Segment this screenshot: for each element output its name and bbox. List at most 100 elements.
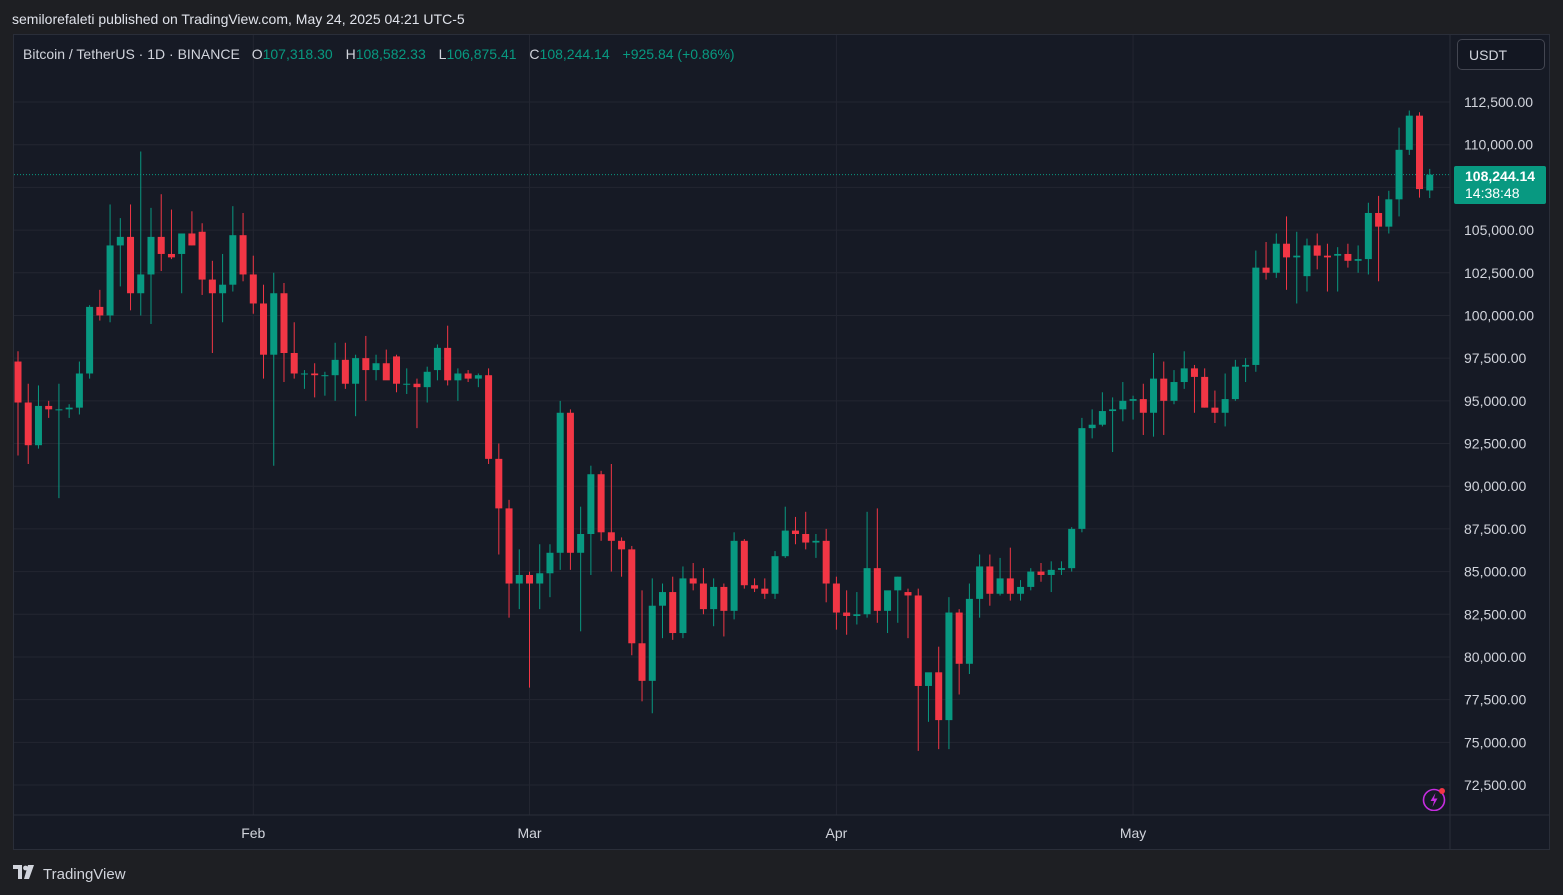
candle-body: [208, 279, 216, 294]
candle-body: [771, 556, 779, 594]
symbol-title[interactable]: Bitcoin / TetherUS · 1D · BINANCE: [23, 46, 240, 62]
published-info: semilorefaleti published on TradingView.…: [12, 11, 465, 27]
candle-body: [884, 590, 892, 611]
candle-body: [1364, 212, 1372, 260]
tradingview-footer: TradingView: [13, 863, 126, 885]
candle-body: [996, 578, 1004, 594]
candle-body: [1354, 259, 1362, 261]
low-value: 106,875.41: [446, 46, 517, 62]
candle-body: [699, 583, 707, 610]
candle-body: [1047, 569, 1055, 575]
y-tick-label: 92,500.00: [1464, 436, 1526, 452]
x-tick-label: Feb: [241, 825, 265, 841]
last-price-value: 108,244.14: [1465, 168, 1536, 184]
candle-body: [751, 585, 759, 589]
candle-body: [1323, 255, 1331, 258]
candle-body: [986, 566, 994, 594]
candle-body: [935, 672, 943, 721]
candle-body: [658, 592, 666, 606]
y-tick-label: 85,000.00: [1464, 564, 1526, 580]
candle-body: [270, 293, 278, 355]
candle-body: [485, 375, 493, 459]
candle-body: [1313, 245, 1321, 256]
open-label: O: [251, 46, 263, 62]
candle-body: [14, 361, 22, 403]
y-tick-label: 82,500.00: [1464, 606, 1526, 622]
candle-body: [740, 540, 748, 586]
candle-body: [1068, 528, 1076, 569]
lightning-bolt-icon[interactable]: [1422, 787, 1446, 812]
candle-body: [1252, 267, 1260, 365]
candle-body: [24, 402, 32, 446]
candle-body: [1037, 571, 1045, 575]
y-tick-label: 100,000.00: [1464, 307, 1534, 323]
candle-body: [791, 530, 799, 534]
candle-body: [198, 231, 206, 280]
y-tick-label: 87,500.00: [1464, 521, 1526, 537]
candle-body: [1231, 366, 1239, 400]
tradingview-logo-icon: [13, 865, 37, 883]
candle-body: [843, 612, 851, 616]
candle-body: [802, 533, 810, 543]
candle-body: [413, 383, 421, 388]
candle-body: [628, 549, 636, 644]
currency-button[interactable]: USDT: [1457, 39, 1545, 70]
candle-body: [526, 574, 533, 584]
candle-body: [566, 412, 574, 553]
candle-body: [147, 236, 155, 275]
candle-body: [96, 306, 104, 316]
candle-body: [1262, 267, 1270, 273]
candle-body: [352, 358, 360, 384]
candle-body: [1078, 428, 1086, 529]
candle-body: [372, 363, 380, 371]
candle-body: [331, 359, 339, 376]
candle-body: [761, 588, 769, 594]
candle-body: [403, 383, 411, 385]
candle-body: [167, 253, 175, 258]
candle-body: [260, 303, 268, 355]
close-label: C: [529, 46, 540, 62]
candle-body: [1426, 174, 1434, 191]
candle-body: [1006, 578, 1014, 594]
candle-body: [904, 592, 912, 596]
candle-body: [1129, 399, 1137, 401]
candle-body: [914, 595, 922, 686]
candle-body: [249, 274, 257, 304]
candle-body: [1242, 364, 1250, 367]
footer-brand: TradingView: [43, 865, 126, 883]
last-price-tag: 108,244.14 14:38:48: [1454, 166, 1546, 204]
publish-header: semilorefaleti published on TradingView.…: [0, 0, 1563, 34]
candle-body: [65, 407, 73, 410]
y-tick-label: 95,000.00: [1464, 393, 1526, 409]
candle-body: [300, 373, 308, 375]
ohlc-legend: Bitcoin / TetherUS · 1D · BINANCE O107,3…: [23, 46, 744, 62]
candle-body: [464, 373, 472, 379]
candle-body: [321, 375, 329, 377]
candle-body: [86, 306, 94, 374]
candle-body: [188, 233, 196, 246]
candle-body: [536, 573, 544, 584]
y-tick-label: 97,500.00: [1464, 350, 1526, 366]
candle-body: [444, 347, 452, 381]
x-tick-label: Apr: [826, 825, 848, 841]
candle-body: [556, 412, 564, 553]
candle-body: [280, 293, 288, 354]
candle-body: [618, 540, 626, 550]
candle-body: [1139, 399, 1147, 413]
y-tick-label: 75,000.00: [1464, 734, 1526, 750]
candle-body: [45, 405, 53, 410]
candle-body: [127, 236, 135, 294]
x-tick-label: Mar: [517, 825, 541, 841]
candle-body: [1057, 568, 1065, 570]
candle-body: [393, 356, 401, 384]
y-tick-label: 102,500.00: [1464, 265, 1534, 281]
candle-body: [577, 533, 585, 553]
x-tick-label: May: [1120, 825, 1146, 841]
candle-body: [1283, 243, 1291, 258]
candle-body: [1160, 378, 1168, 401]
candle-body: [1221, 399, 1229, 413]
candle-body: [924, 672, 932, 686]
chart-pane[interactable]: [13, 34, 1550, 850]
candle-body: [689, 578, 697, 584]
